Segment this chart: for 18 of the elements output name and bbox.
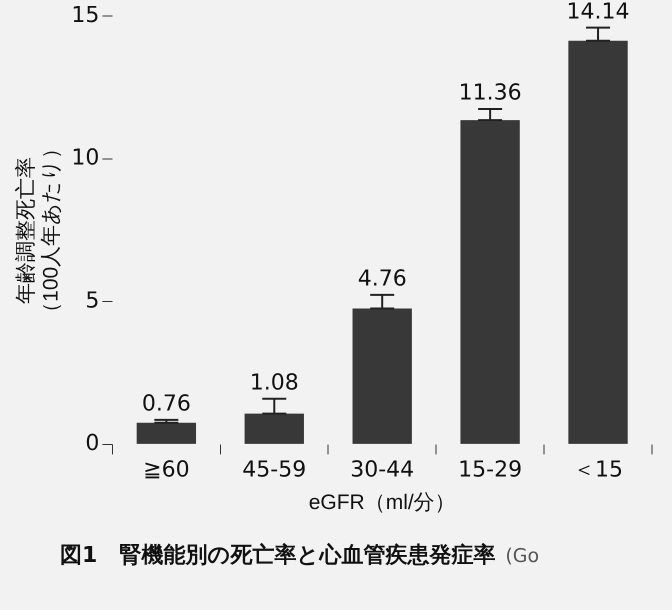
data-label: 1.08: [250, 370, 299, 396]
data-label: 4.76: [358, 266, 407, 292]
y-tick-label: 5: [85, 288, 100, 314]
y-tick-label: 15: [71, 2, 100, 28]
x-tick-label: ＜15: [573, 457, 624, 482]
data-label: 14.14: [566, 0, 630, 24]
text: 図1 腎機能別の死亡率と心血管疾患発症率: [60, 543, 496, 568]
x-tick-label: 30-44: [350, 457, 414, 482]
data-label: 0.76: [142, 392, 191, 417]
x-tick-label: 15-29: [458, 457, 522, 482]
text: (Go: [505, 545, 540, 567]
y-tick-label: 10: [71, 146, 100, 171]
x-axis-title: eGFR（ml/分）: [308, 491, 456, 514]
x-tick-label: ≧60: [143, 457, 190, 482]
y-tick-label: 0: [85, 431, 100, 456]
data-label: 11.36: [458, 80, 522, 106]
y-axis-title: 年齢調整死亡率（100人年あたり）: [14, 138, 63, 323]
x-tick-label: 45-59: [242, 457, 306, 482]
